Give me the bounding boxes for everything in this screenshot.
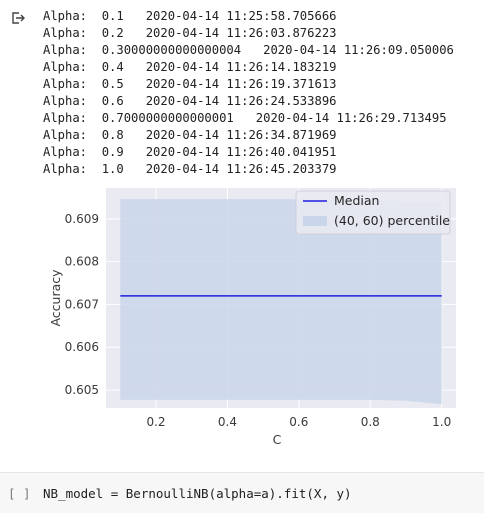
output-line: Alpha: 0.7000000000000001 2020-04-14 11:… xyxy=(43,111,447,125)
output-line: Alpha: 0.2 2020-04-14 11:26:03.876223 xyxy=(43,26,337,40)
y-tick-label: 0.605 xyxy=(65,383,99,397)
x-tick-label: 0.6 xyxy=(289,415,308,429)
cell-code-text[interactable]: NB_model = BernoulliNB(alpha=a).fit(X, y… xyxy=(43,486,352,501)
x-tick-label: 0.2 xyxy=(146,415,165,429)
output-line: Alpha: 0.5 2020-04-14 11:26:19.371613 xyxy=(43,77,337,91)
y-axis-title: Accuracy xyxy=(48,269,63,327)
y-tick-label: 0.606 xyxy=(65,340,99,354)
cell-output-text: Alpha: 0.1 2020-04-14 11:25:58.705666 Al… xyxy=(43,8,454,178)
output-line: Alpha: 0.1 2020-04-14 11:25:58.705666 xyxy=(43,9,337,23)
x-tick-label: 1.0 xyxy=(432,415,451,429)
output-arrow-icon xyxy=(12,12,25,24)
accuracy-chart: 0.2 0.4 0.6 0.8 1.0 0.605 0.606 0.607 0.608 0.609… xyxy=(0,180,484,450)
output-line: Alpha: 0.4 2020-04-14 11:26:14.183219 xyxy=(43,60,337,74)
legend-band-swatch xyxy=(303,216,327,226)
y-tick-label: 0.609 xyxy=(65,212,99,226)
output-line: Alpha: 0.6 2020-04-14 11:26:24.533896 xyxy=(43,94,337,108)
x-tick-label: 0.4 xyxy=(218,415,237,429)
y-tick-label: 0.607 xyxy=(65,297,99,311)
chart-svg: 0.2 0.4 0.6 0.8 1.0 0.605 0.606 0.607 0.608 0.609… xyxy=(48,188,456,447)
x-tick-label: 0.8 xyxy=(361,415,380,429)
x-axis-title: C xyxy=(273,432,282,447)
legend-band-label: (40, 60) percentile xyxy=(334,213,450,228)
code-cell[interactable]: [ ] NB_model = BernoulliNB(alpha=a).fit(… xyxy=(0,472,484,513)
cell-run-prompt[interactable]: [ ] xyxy=(8,486,31,501)
output-line: Alpha: 0.30000000000000004 2020-04-14 11… xyxy=(43,43,454,57)
y-tick-label: 0.608 xyxy=(65,255,99,269)
output-line: Alpha: 0.8 2020-04-14 11:26:34.871969 xyxy=(43,128,337,142)
output-line: Alpha: 0.9 2020-04-14 11:26:40.041951 xyxy=(43,145,337,159)
legend-median-label: Median xyxy=(334,193,379,208)
percentile-band xyxy=(120,199,442,405)
output-line: Alpha: 1.0 2020-04-14 11:26:45.203379 xyxy=(43,162,337,176)
legend-box xyxy=(295,190,451,235)
